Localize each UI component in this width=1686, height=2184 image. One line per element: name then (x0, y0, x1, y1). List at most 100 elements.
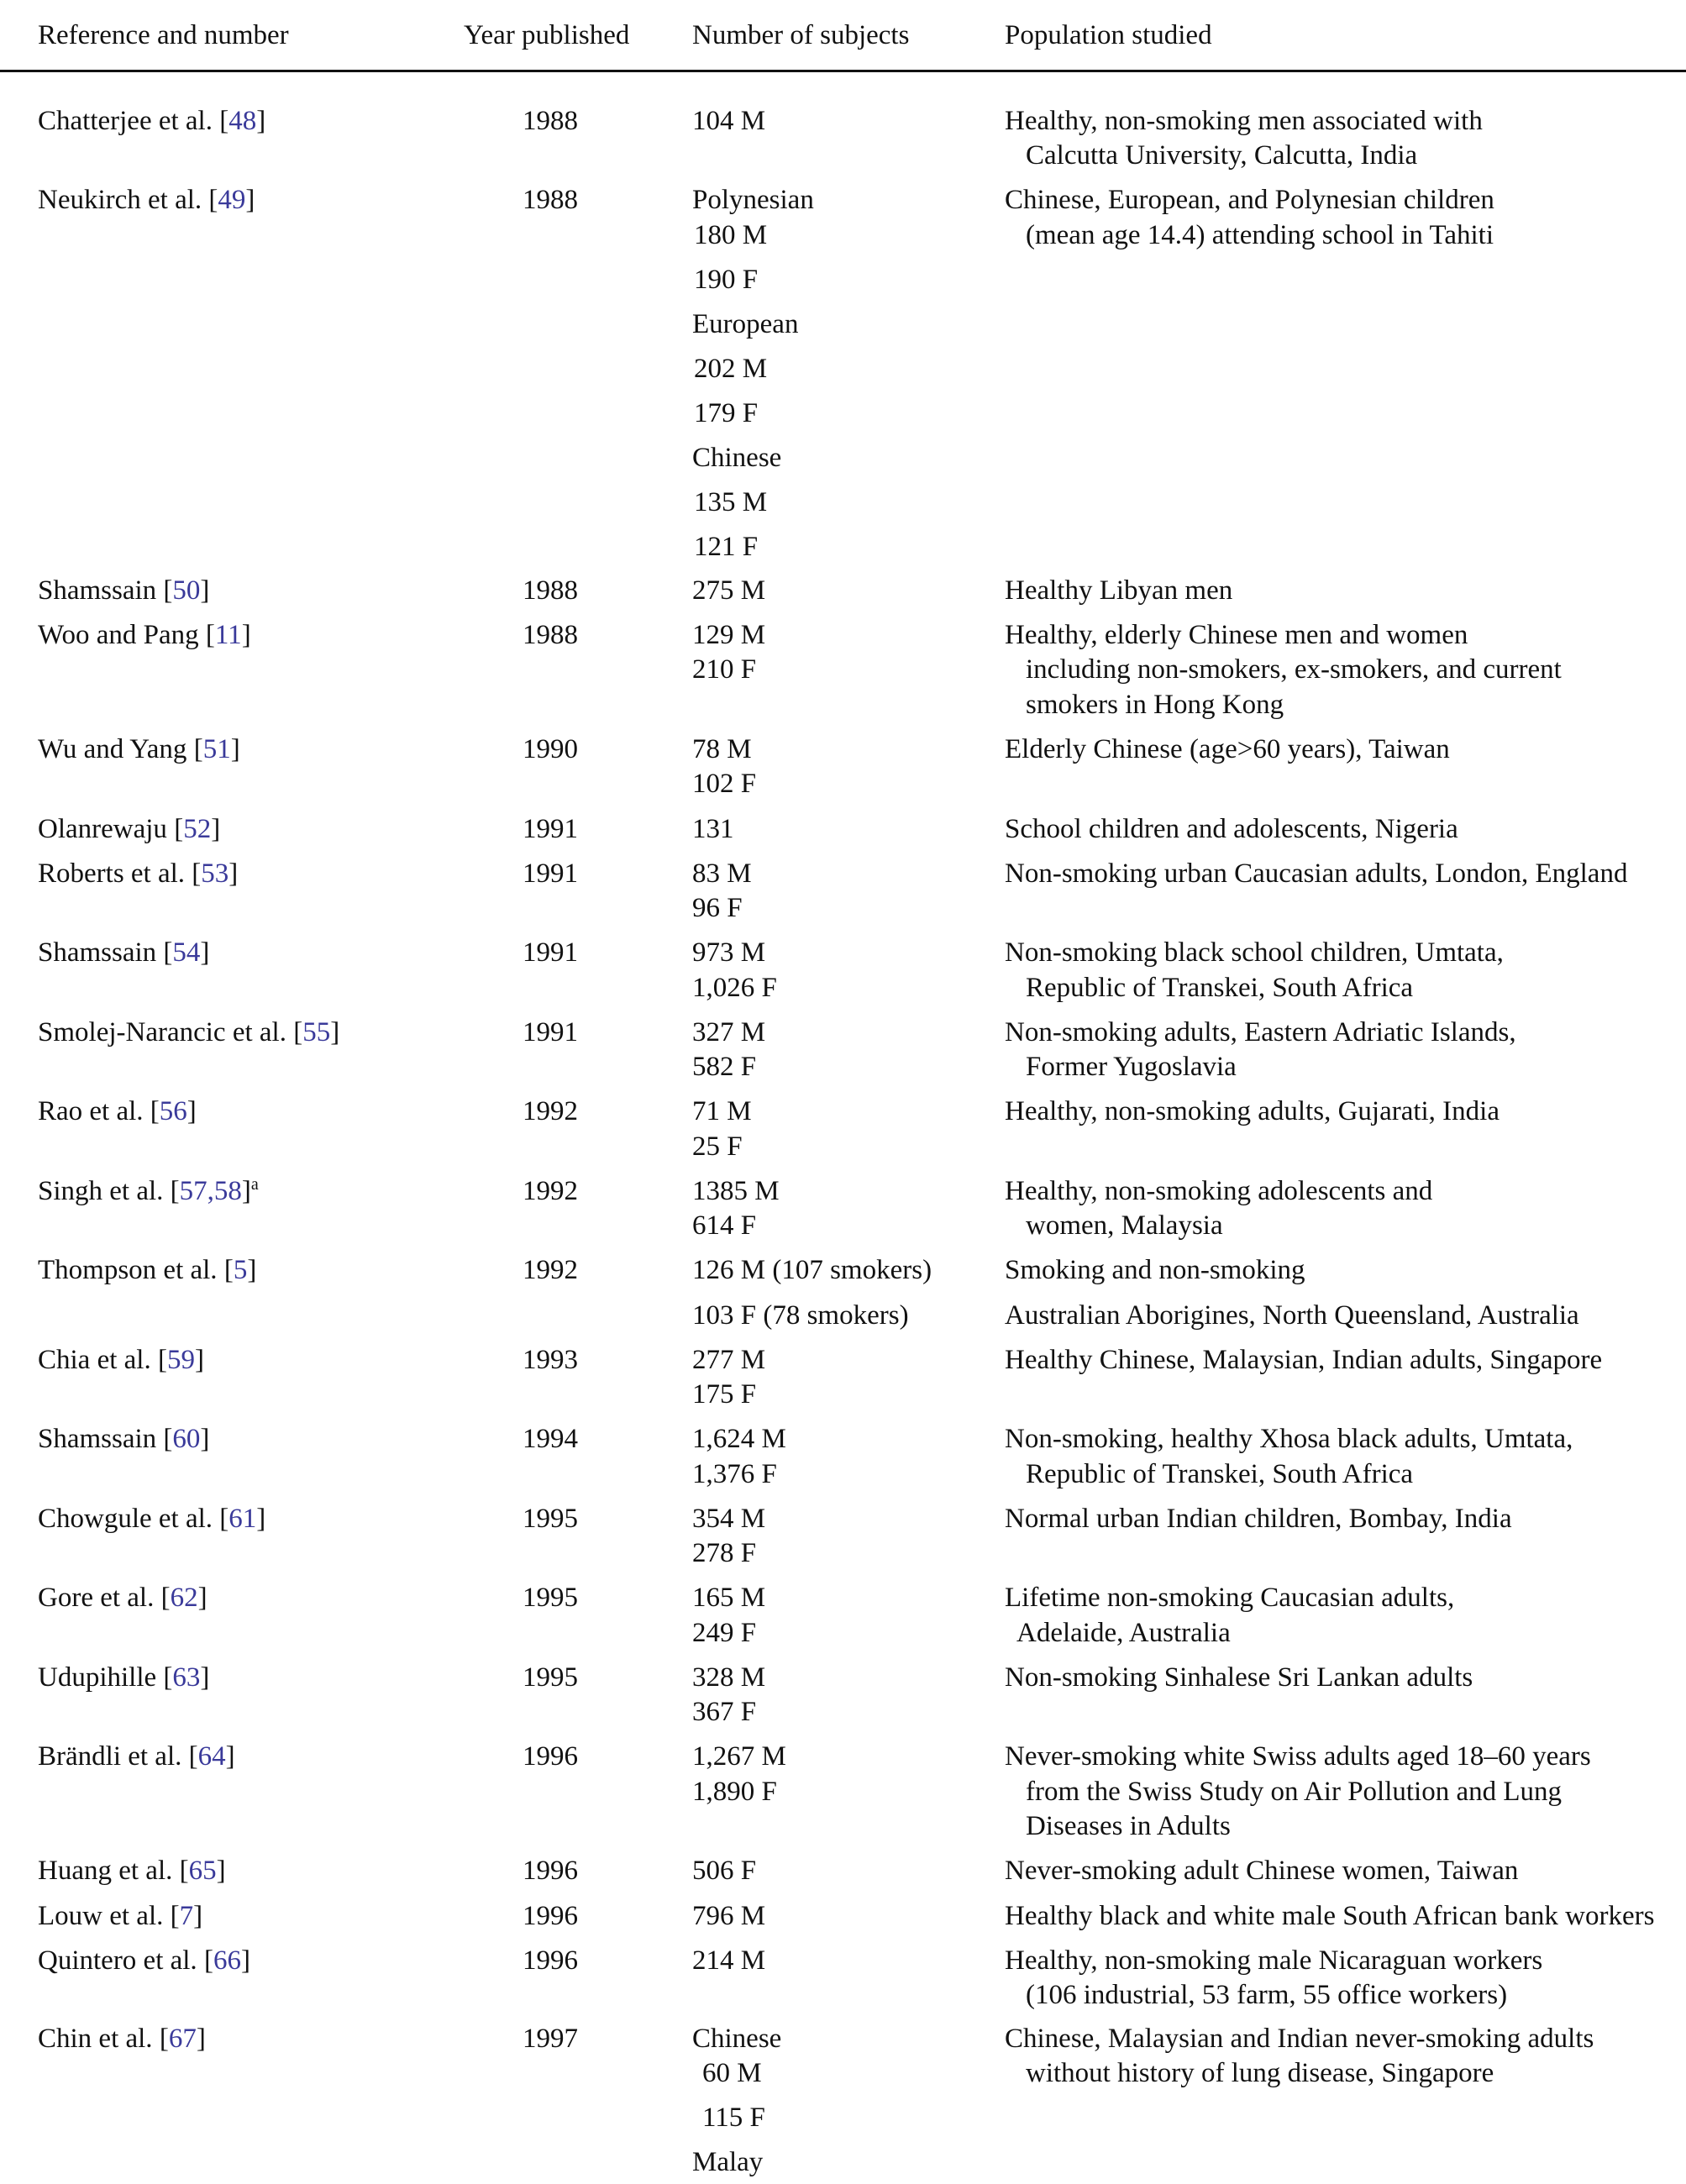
citation-link[interactable]: 61 (228, 1503, 257, 1534)
year-cell: 1992 (523, 1175, 578, 1206)
year-cell: 1988 (523, 575, 578, 606)
citation-link[interactable]: 54 (172, 937, 201, 969)
author-name: Thompson et al. (38, 1255, 224, 1286)
citation-link[interactable]: 50 (172, 575, 201, 606)
population-line: without history of lung disease, Singapo… (1026, 2058, 1494, 2088)
reference-cell: Chowgule et al. [61] (38, 1503, 266, 1534)
population-line: Non-smoking Sinhalese Sri Lankan adults (1005, 1662, 1473, 1693)
subjects-line: 83 M (692, 858, 752, 889)
population-line: Healthy Libyan men (1005, 575, 1233, 606)
population-line: including non-smokers, ex-smokers, and c… (1026, 654, 1562, 685)
author-name: Singh et al. (38, 1175, 171, 1206)
author-name: Quintero et al. (38, 1945, 204, 1976)
citation-link[interactable]: 60 (172, 1424, 201, 1455)
subjects-line: 179 F (694, 398, 759, 429)
subjects-line: 115 F (702, 2103, 765, 2134)
subjects-line: 1,376 F (692, 1458, 777, 1489)
year-cell: 1993 (523, 1344, 578, 1375)
reference-cell: Shamssain [50] (38, 575, 210, 606)
reference-cell: Shamssain [54] (38, 937, 210, 969)
reference-cell: Roberts et al. [53] (38, 858, 239, 889)
subjects-line: Polynesian (692, 185, 814, 216)
year-cell: 1991 (523, 937, 578, 969)
year-cell: 1995 (523, 1662, 578, 1693)
reference-cell: Louw et al. [7] (38, 1900, 203, 1931)
citation-link[interactable]: 52 (183, 813, 212, 844)
subjects-line: 202 M (694, 354, 768, 385)
author-name: Udupihille (38, 1662, 164, 1693)
author-name: Shamssain (38, 575, 164, 606)
citation-link[interactable]: 53 (201, 858, 229, 889)
subjects-line: 973 M (692, 937, 766, 969)
subjects-line: 1,026 F (692, 972, 777, 1003)
year-cell: 1994 (523, 1424, 578, 1455)
subjects-line: 1385 M (692, 1175, 780, 1206)
subjects-line: 1,890 F (692, 1776, 777, 1807)
subjects-line: 175 F (692, 1379, 757, 1410)
year-cell: 1988 (523, 105, 578, 136)
year-cell: 1996 (523, 1741, 578, 1772)
citation-link[interactable]: 67 (168, 2023, 197, 2054)
subjects-line: 102 F (692, 769, 757, 800)
subjects-line: 506 F (692, 1856, 757, 1887)
year-cell: 1991 (523, 858, 578, 889)
subjects-line: 1,267 M (692, 1741, 786, 1772)
subjects-line: 278 F (692, 1538, 757, 1569)
citation-link[interactable]: 49 (218, 185, 246, 216)
citation-link[interactable]: 64 (197, 1741, 226, 1772)
population-line: Elderly Chinese (age>60 years), Taiwan (1005, 733, 1450, 764)
population-line: School children and adolescents, Nigeria (1005, 813, 1458, 844)
year-cell: 1992 (523, 1096, 578, 1127)
author-name: Chowgule et al. (38, 1503, 220, 1534)
subjects-line: 328 M (692, 1662, 766, 1693)
reference-cell: Neukirch et al. [49] (38, 185, 255, 216)
reference-cell: Chatterjee et al. [48] (38, 105, 266, 136)
citation-link[interactable]: 62 (170, 1583, 198, 1614)
population-line: Chinese, European, and Polynesian childr… (1005, 185, 1494, 216)
population-line: Healthy black and white male South Afric… (1005, 1900, 1655, 1931)
reference-cell: Thompson et al. [5] (38, 1255, 257, 1286)
author-name: Huang et al. (38, 1856, 180, 1887)
year-cell: 1995 (523, 1503, 578, 1534)
citation-link[interactable]: 5 (233, 1255, 248, 1286)
population-line: Calcutta University, Calcutta, India (1026, 140, 1418, 171)
author-name: Woo and Pang (38, 619, 206, 650)
citation-link[interactable]: 66 (213, 1945, 241, 1976)
citation-link[interactable]: 51 (202, 733, 231, 764)
population-line: Non-smoking adults, Eastern Adriatic Isl… (1005, 1016, 1516, 1047)
citation-link[interactable]: 63 (172, 1662, 201, 1693)
author-name: Louw et al. (38, 1900, 171, 1931)
author-name: Wu and Yang (38, 733, 194, 764)
citation-link[interactable]: 56 (159, 1096, 187, 1127)
subjects-line: Malay (692, 2147, 764, 2178)
population-line: Healthy, non-smoking adolescents and (1005, 1175, 1433, 1206)
subjects-line: 103 F (78 smokers) (692, 1299, 909, 1331)
subjects-line: 275 M (692, 575, 766, 606)
author-name: Smolej-Narancic et al. (38, 1016, 294, 1047)
subjects-line: 78 M (692, 733, 752, 764)
citation-link[interactable]: 48 (228, 105, 257, 136)
population-line: Healthy, non-smoking men associated with (1005, 105, 1483, 136)
citation-link[interactable]: 11 (214, 619, 242, 650)
citation-link[interactable]: 55 (302, 1016, 331, 1047)
population-line: Non-smoking black school children, Umtat… (1005, 937, 1504, 969)
citation-link[interactable]: 59 (166, 1344, 195, 1375)
subjects-line: 131 (692, 813, 734, 844)
subjects-line: 582 F (692, 1052, 757, 1083)
author-name: Brändli et al. (38, 1741, 189, 1772)
author-name: Chia et al. (38, 1344, 158, 1375)
subjects-line: 135 M (694, 487, 768, 518)
reference-cell: Woo and Pang [11] (38, 619, 251, 650)
author-name: Rao et al. (38, 1096, 150, 1127)
population-line: smokers in Hong Kong (1026, 689, 1284, 720)
author-name: Shamssain (38, 937, 164, 969)
subjects-line: Chinese (692, 2023, 782, 2054)
year-cell: 1995 (523, 1583, 578, 1614)
subjects-line: 60 M (702, 2058, 762, 2088)
reference-cell: Singh et al. [57,58]a (38, 1174, 259, 1206)
citation-link[interactable]: 65 (188, 1856, 217, 1887)
subjects-line: 71 M (692, 1096, 752, 1127)
population-line: from the Swiss Study on Air Pollution an… (1026, 1776, 1563, 1807)
citation-link[interactable]: 57,58 (179, 1175, 242, 1206)
citation-link[interactable]: 7 (179, 1900, 194, 1931)
